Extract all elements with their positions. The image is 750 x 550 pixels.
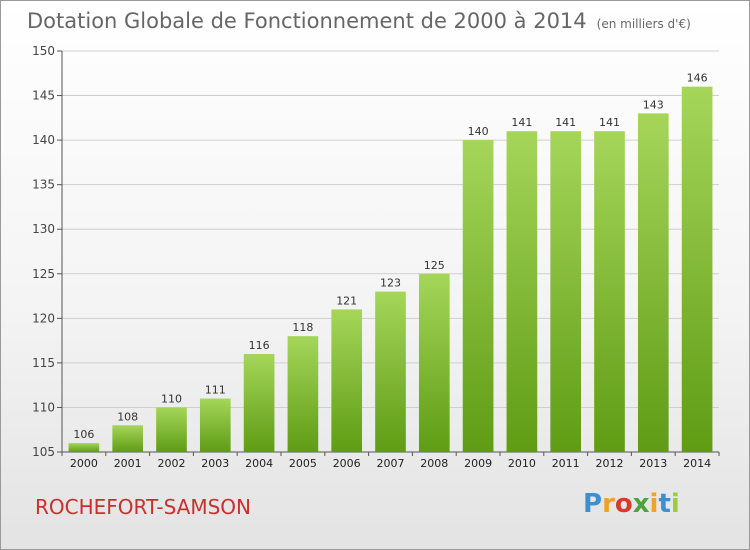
bar-value-label: 116 [249,339,270,352]
proxiti-logo: Proxiti [583,489,680,519]
chart-unit: (en milliers d'€) [596,17,691,31]
bar [68,443,100,452]
y-tick-label: 140 [32,133,55,147]
x-tick-label: 2003 [201,457,229,470]
x-tick-label: 2007 [377,457,405,470]
logo-letter: P [583,489,603,519]
logo-letter: o [614,489,633,519]
logo-letter: i [670,489,680,519]
y-tick-label: 150 [32,44,55,58]
bar [112,425,144,452]
y-tick-label: 115 [32,356,55,370]
y-tick-label: 120 [32,311,55,325]
x-tick-label: 2008 [420,457,448,470]
bar [243,353,275,452]
bar-value-label: 123 [380,277,401,290]
bar [594,131,625,452]
bar-value-label: 141 [511,116,532,129]
bar [681,86,713,453]
logo-letter: x [632,489,650,519]
bar [287,336,319,452]
y-tick-label: 135 [32,178,55,192]
y-tick-label: 110 [32,400,55,414]
x-tick-label: 2002 [158,457,186,470]
bar [462,140,494,452]
y-tick-label: 130 [32,222,55,236]
x-tick-label: 2011 [552,457,580,470]
logo-letter: i [649,489,659,519]
logo-letter: r [602,489,615,519]
bar-value-label: 121 [336,294,357,307]
logo-letter: t [658,489,671,519]
bar-value-label: 141 [555,116,576,129]
x-tick-label: 2001 [114,457,142,470]
x-tick-label: 2013 [639,457,667,470]
bar-value-label: 111 [205,384,226,397]
commune-name: ROCHEFORT-SAMSON [35,495,251,519]
bar [418,273,450,452]
bar [156,407,187,452]
x-tick-label: 2004 [245,457,273,470]
x-tick-label: 2009 [464,457,492,470]
bar-value-label: 125 [424,259,445,272]
y-tick-label: 105 [32,445,55,459]
chart-title: Dotation Globale de Fonctionnement de 20… [27,9,691,33]
bar [550,131,582,452]
x-tick-label: 2006 [333,457,361,470]
bar-value-label: 106 [73,428,94,441]
bar [375,291,406,452]
bar-value-label: 140 [468,125,489,138]
bar [637,113,669,452]
bar-value-label: 143 [643,98,664,111]
bar-value-label: 141 [599,116,620,129]
x-tick-label: 2010 [508,457,536,470]
x-tick-label: 2014 [683,457,711,470]
y-tick-label: 125 [32,267,55,281]
x-tick-label: 2000 [70,457,98,470]
bar-value-label: 108 [117,410,138,423]
y-tick-label: 145 [32,89,55,103]
chart-title-text: Dotation Globale de Fonctionnement de 20… [27,9,587,33]
bar-value-label: 118 [292,321,313,334]
bar-value-label: 146 [687,72,708,85]
bar [331,309,363,452]
x-tick-label: 2005 [289,457,317,470]
bar [199,398,231,452]
bar-value-label: 110 [161,392,182,405]
bar [506,131,538,452]
x-tick-label: 2012 [596,457,624,470]
